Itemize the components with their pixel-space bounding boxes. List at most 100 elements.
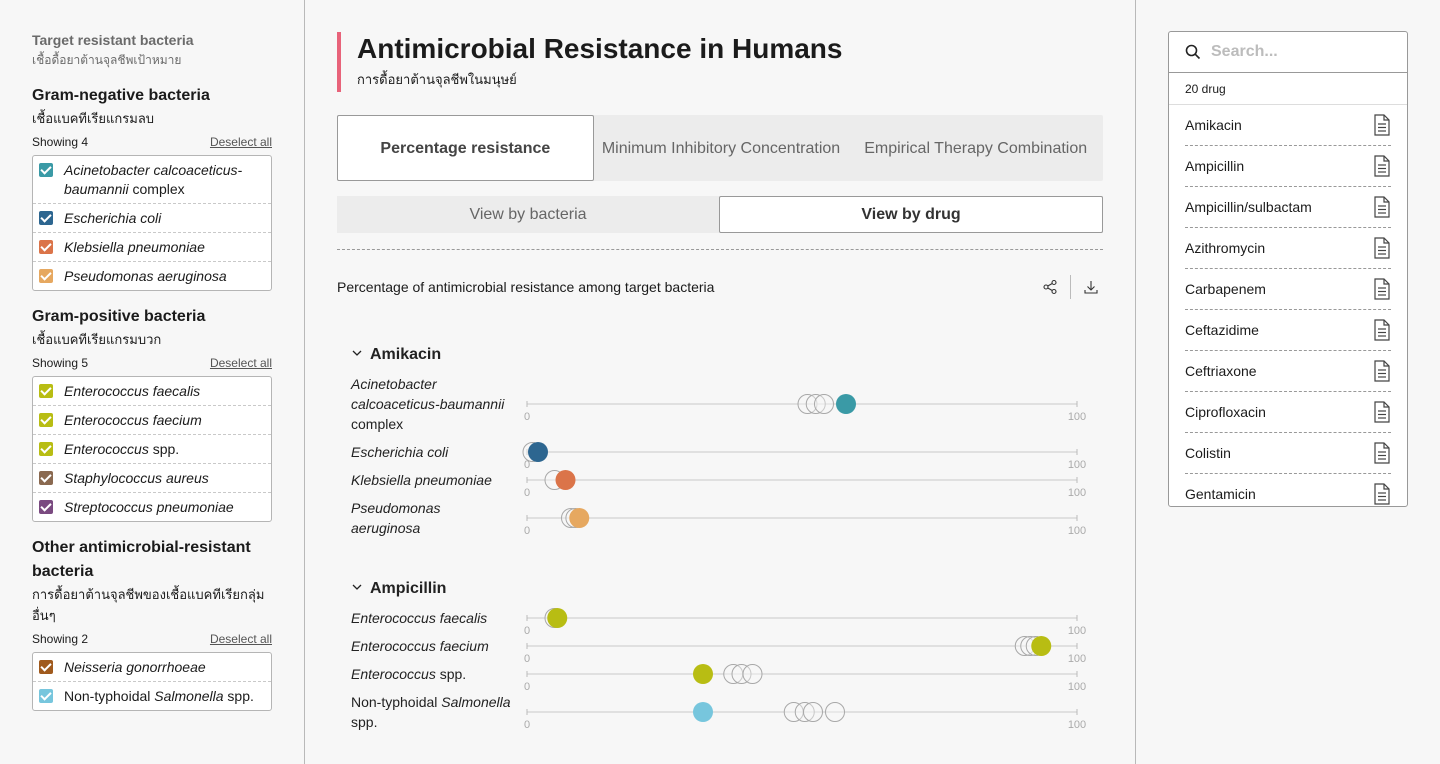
filter-checkbox-item[interactable]: Non-typhoidal Salmonella spp.	[33, 682, 271, 710]
filter-checkbox-item[interactable]: Escherichia coli	[33, 204, 271, 233]
label-species: Klebsiella pneumoniae	[64, 239, 205, 255]
view-by-drug-button[interactable]: View by drug	[719, 196, 1103, 233]
checked-checkbox-icon[interactable]	[39, 689, 53, 703]
checked-checkbox-icon[interactable]	[39, 442, 53, 456]
bacteria-label-part: Acinetobacter	[350, 376, 438, 392]
drug-list-item[interactable]: Amikacin	[1185, 105, 1391, 146]
deselect-all-link[interactable]: Deselect all	[209, 135, 272, 149]
tab-percentage-resistance[interactable]: Percentage resistance	[337, 115, 594, 181]
drug-name: Ceftriaxone	[1185, 363, 1257, 379]
view-by-bacteria-button[interactable]: View by bacteria	[469, 205, 587, 223]
filter-checkbox-item[interactable]: Klebsiella pneumoniae	[33, 233, 271, 262]
drug-list-item[interactable]: Ampicillin	[1185, 146, 1391, 187]
drug-list-item[interactable]: Colistin	[1185, 433, 1391, 474]
resistance-chart: Amikacin Acinetobacter calcoaceticus-bauma…	[350, 346, 1086, 731]
drug-group-title: Ampicillin	[370, 580, 446, 597]
bacteria-label-part: Klebsiella pneumoniae	[351, 472, 492, 488]
document-icon[interactable]	[1373, 442, 1391, 464]
label-species: Enterococcus faecalis	[64, 383, 201, 399]
filter-checkbox-item[interactable]: Staphylococcus aureus	[33, 464, 271, 493]
bacteria-label-part: Escherichia coli	[351, 444, 449, 460]
share-icon[interactable]	[1038, 275, 1062, 299]
bacteria-label: complex	[351, 416, 403, 432]
download-icon[interactable]	[1079, 275, 1103, 299]
tab-minimum-inhibitory-concentration[interactable]: Minimum Inhibitory Concentration	[601, 139, 841, 157]
document-icon[interactable]	[1373, 196, 1391, 218]
filter-item-label: Enterococcus faecium	[64, 411, 202, 430]
bacteria-label-part: Non-typhoidal	[351, 694, 441, 710]
document-icon[interactable]	[1373, 401, 1391, 423]
tab-empirical-therapy-combination[interactable]: Empirical Therapy Combination	[864, 139, 1088, 157]
filter-checkbox-item[interactable]: Acinetobacter calcoaceticus-baumannii co…	[33, 156, 271, 204]
label-species: Acinetobacter calcoaceticus-baumannii	[64, 162, 243, 197]
checked-checkbox-icon[interactable]	[39, 163, 53, 177]
deselect-all-link[interactable]: Deselect all	[209, 632, 272, 646]
history-point	[794, 702, 815, 722]
page-title: Antimicrobial Resistance in Humans	[357, 33, 843, 64]
checked-checkbox-icon[interactable]	[39, 384, 53, 398]
chart-title: Percentage of antimicrobial resistance a…	[337, 279, 715, 295]
filter-group-title: Gram-negative bacteria	[32, 87, 210, 104]
showing-count: Showing 4	[32, 135, 89, 149]
bacteria-label: Non-typhoidal Salmonella	[351, 694, 511, 710]
axis-min-label: 0	[524, 681, 530, 693]
filter-checkbox-item[interactable]: Enterococcus faecalis	[33, 377, 271, 406]
filter-checkbox-item[interactable]: Enterococcus faecium	[33, 406, 271, 435]
label-suffix: spp.	[148, 441, 180, 457]
label-species: Escherichia coli	[64, 210, 162, 226]
checked-checkbox-icon[interactable]	[39, 269, 53, 283]
document-icon[interactable]	[1373, 319, 1391, 341]
checked-checkbox-icon[interactable]	[39, 500, 53, 514]
filter-checkbox-item[interactable]: Pseudomonas aeruginosa	[33, 262, 271, 290]
current-point	[693, 702, 713, 722]
document-icon[interactable]	[1373, 237, 1391, 259]
document-icon[interactable]	[1373, 278, 1391, 300]
drug-list-item[interactable]: Azithromycin	[1185, 228, 1391, 269]
filter-group-meta: Showing 4 Deselect all	[32, 135, 272, 149]
checked-checkbox-icon[interactable]	[39, 471, 53, 485]
axis-max-label: 100	[1068, 653, 1086, 665]
filter-subtitle: เชื้อดื้อยาต้านจุลชีพเป้าหมาย	[32, 53, 182, 67]
document-icon[interactable]	[1373, 483, 1391, 505]
document-icon[interactable]	[1373, 114, 1391, 136]
history-point	[803, 702, 823, 722]
current-point	[836, 394, 856, 414]
filter-item-label: Streptococcus pneumoniae	[64, 498, 234, 517]
history-point	[731, 664, 752, 684]
checked-checkbox-icon[interactable]	[39, 211, 53, 225]
checked-checkbox-icon[interactable]	[39, 240, 53, 254]
bacteria-label-part: Pseudomonas	[351, 500, 441, 516]
filter-checkbox-item[interactable]: Streptococcus pneumoniae	[33, 493, 271, 521]
filter-groups: Gram-negative bacteria เชื้อแบคทีเรียแกรม…	[32, 84, 272, 711]
filter-checkbox-list: Neisseria gonorrhoeae Non-typhoidal Salmo…	[32, 652, 272, 711]
bacteria-label-part: Enterococcus	[351, 666, 436, 682]
current-point	[555, 470, 576, 490]
current-point	[569, 508, 590, 528]
bacteria-label-suffix: spp.	[436, 666, 466, 682]
drug-list-item[interactable]: Ceftriaxone	[1185, 351, 1391, 392]
checked-checkbox-icon[interactable]	[39, 413, 53, 427]
showing-count: Showing 5	[32, 356, 89, 370]
bacteria-label: Acinetobacter	[350, 376, 438, 392]
filter-item-label: Enterococcus spp.	[64, 440, 179, 459]
drug-name: Ceftazidime	[1185, 322, 1259, 338]
filter-sidebar: Target resistant bacteria เชื้อดื้อยาต้า…	[0, 0, 304, 764]
drug-list-item[interactable]: Gentamicin	[1185, 474, 1391, 506]
document-icon[interactable]	[1373, 360, 1391, 382]
filter-item-label: Non-typhoidal Salmonella spp.	[64, 687, 254, 706]
deselect-all-link[interactable]: Deselect all	[209, 356, 272, 370]
filter-checkbox-item[interactable]: Enterococcus spp.	[33, 435, 271, 464]
search-icon	[1185, 44, 1201, 60]
checked-checkbox-icon[interactable]	[39, 660, 53, 674]
chart-actions	[1038, 275, 1103, 299]
search-input[interactable]	[1211, 43, 1391, 61]
drug-list-item[interactable]: Carbapenem	[1185, 269, 1391, 310]
document-icon[interactable]	[1373, 155, 1391, 177]
label-species: Staphylococcus aureus	[64, 470, 209, 486]
filter-item-label: Enterococcus faecalis	[64, 382, 200, 401]
page-header: Antimicrobial Resistance in Humans การดื…	[337, 32, 1103, 92]
drug-list-item[interactable]: Ampicillin/sulbactam	[1185, 187, 1391, 228]
drug-list-item[interactable]: Ceftazidime	[1185, 310, 1391, 351]
filter-checkbox-item[interactable]: Neisseria gonorrhoeae	[33, 653, 271, 682]
drug-list-item[interactable]: Ciprofloxacin	[1185, 392, 1391, 433]
